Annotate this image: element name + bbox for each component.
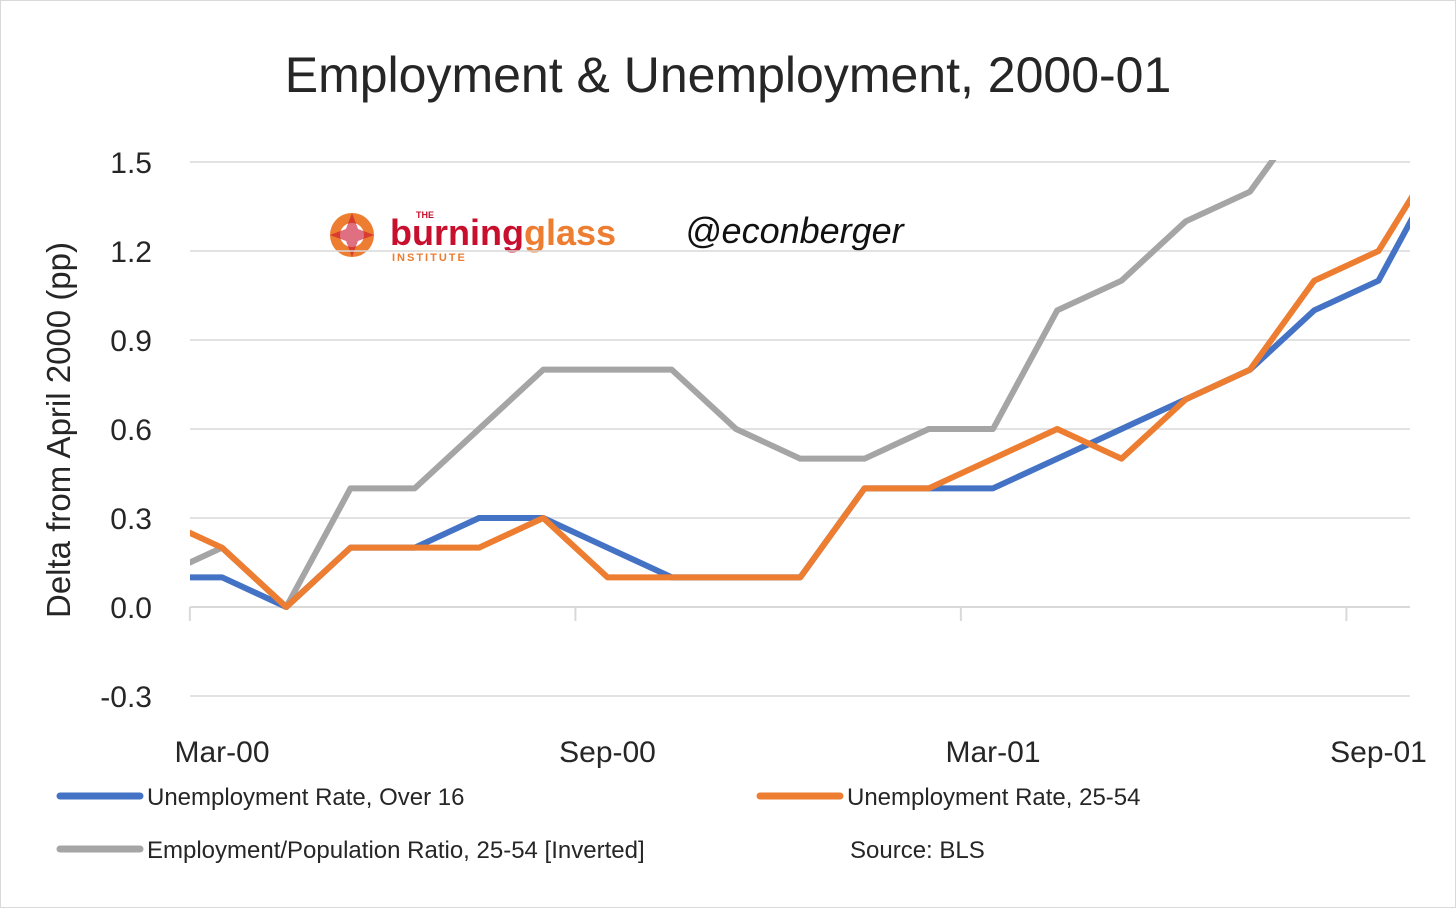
x-tick-label: Sep-01: [1330, 736, 1427, 769]
y-tick-label: 1.5: [110, 147, 152, 180]
logo-text: burningglass: [390, 212, 616, 253]
legend-label: Unemployment Rate, 25-54: [847, 784, 1140, 811]
x-tick-label: Mar-01: [945, 736, 1040, 769]
logo-icon: [330, 213, 374, 257]
logo-text: glass: [524, 212, 616, 253]
logo: THE burningglass INSTITUTE: [330, 210, 616, 264]
handle: @econberger: [685, 210, 906, 251]
y-tick-label: 0.6: [110, 414, 152, 447]
y-tick-label: 0.0: [110, 592, 152, 625]
chart-title: Employment & Unemployment, 2000-01: [285, 47, 1172, 103]
series-line: [190, 160, 1277, 610]
y-tick-label: -0.3: [100, 681, 152, 714]
source-note: Source: BLS: [850, 837, 985, 864]
x-tick-label: Sep-00: [559, 736, 656, 769]
y-axis-title: Delta from April 2000 (pp): [40, 242, 77, 618]
y-tick-label: 0.9: [110, 325, 152, 358]
legend-label: Unemployment Rate, Over 16: [147, 784, 464, 811]
legend-label: Employment/Population Ratio, 25-54 [Inve…: [147, 837, 645, 864]
plot-area: [190, 160, 1410, 610]
y-tick-label: 1.2: [110, 236, 152, 269]
series-line: [190, 194, 1410, 610]
x-tick-label: Mar-00: [174, 736, 269, 769]
logo-text: THE: [416, 210, 434, 220]
logo-text: INSTITUTE: [392, 252, 467, 264]
y-tick-label: 0.3: [110, 503, 152, 536]
logo-text: burning: [390, 212, 524, 253]
